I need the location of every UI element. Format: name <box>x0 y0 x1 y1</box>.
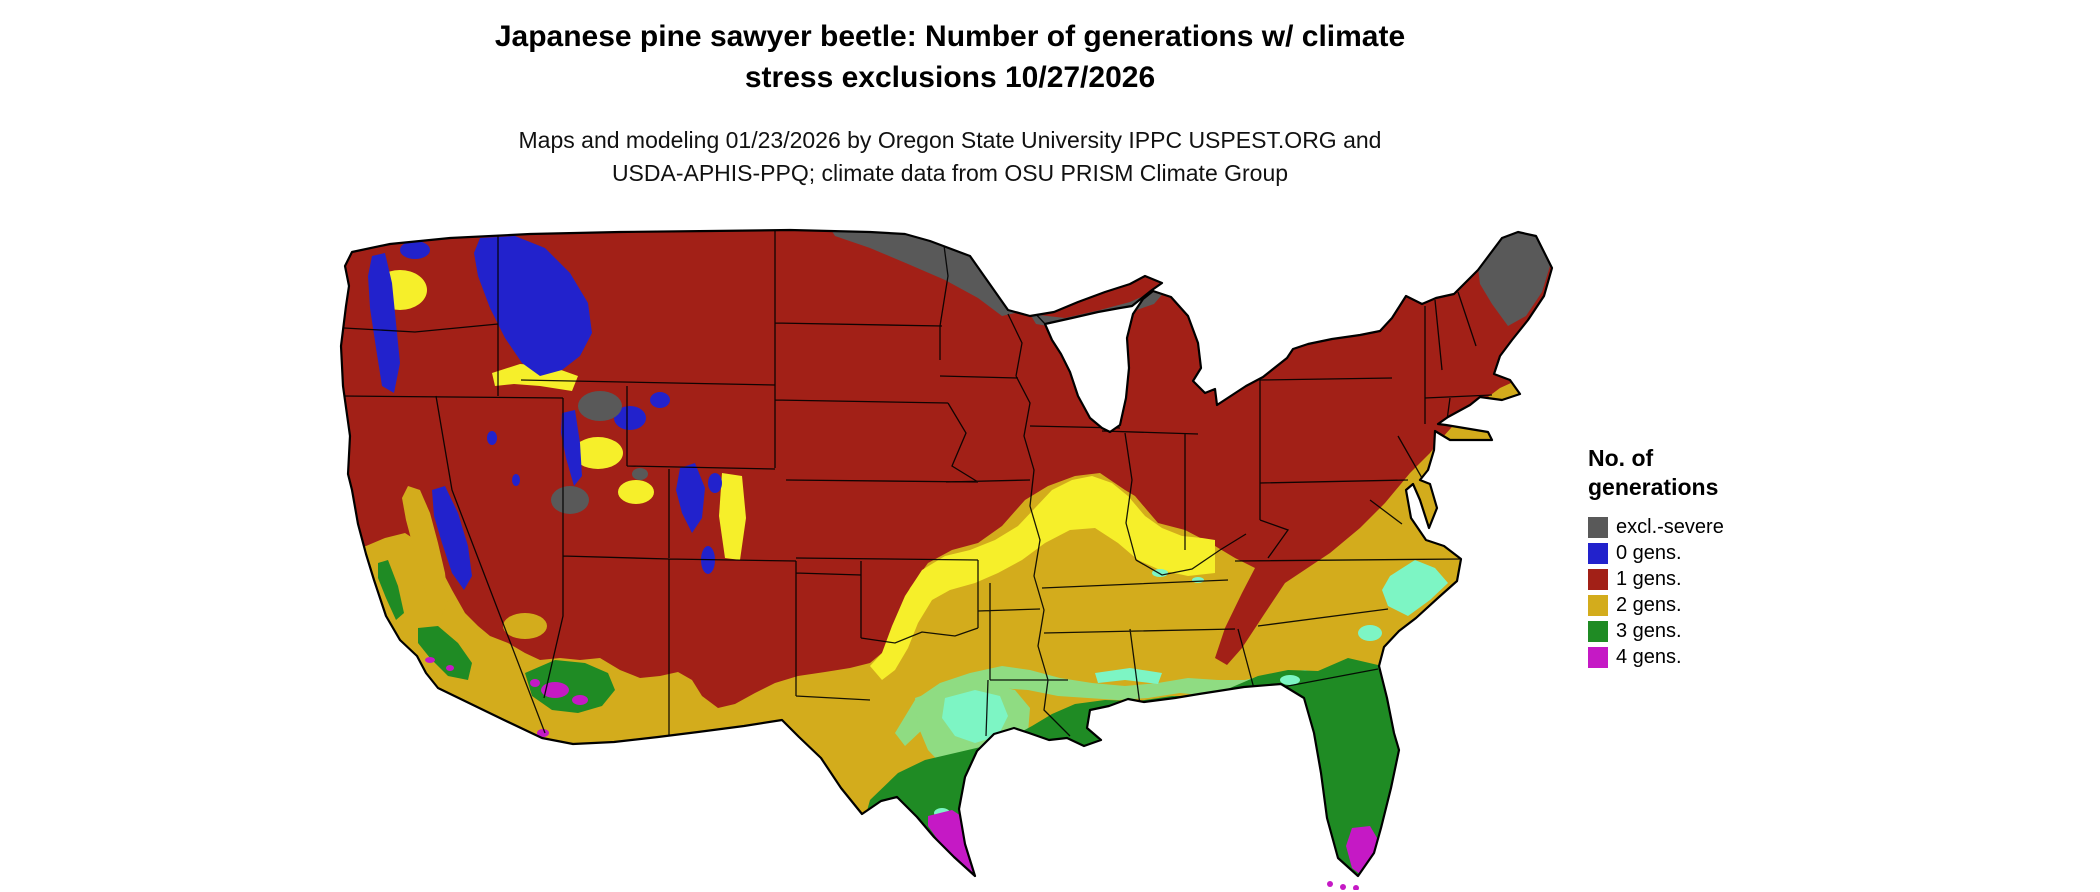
magenta-patch-keys-1 <box>1327 881 1333 887</box>
legend-label: 1 gens. <box>1616 567 1682 590</box>
blue-patch-nevada-1 <box>487 431 497 445</box>
legend: No. of generations excl.-severe 0 gens. … <box>1588 444 1724 670</box>
blue-patch-colorado-east <box>708 473 722 493</box>
magenta-patch-yuma <box>537 729 549 737</box>
magenta-patch-arizona-1 <box>541 682 569 698</box>
legend-item-2-gens: 2 gens. <box>1588 592 1724 618</box>
map-subtitle: Maps and modeling 01/23/2026 by Oregon S… <box>0 124 1900 190</box>
title-line-2: stress exclusions 10/27/2026 <box>744 61 1156 94</box>
legend-label: 4 gens. <box>1616 645 1682 668</box>
aqua-patch-central-texas <box>942 690 1008 743</box>
yellow-patch-utah <box>573 437 623 469</box>
green-patch-central-coast <box>378 560 404 620</box>
gray-patch-rockies <box>632 468 648 480</box>
blue-patch-sierra <box>432 486 472 590</box>
legend-swatch-4-gens <box>1588 646 1608 668</box>
magenta-patch-california-1 <box>425 657 435 663</box>
legend-label: 3 gens. <box>1616 619 1682 642</box>
legend-swatch-excl-severe <box>1588 516 1608 538</box>
yellow-patch-colorado <box>618 480 654 504</box>
blue-patch-cascades <box>368 253 400 393</box>
legend-swatch-0-gens <box>1588 542 1608 564</box>
state-borders <box>341 230 1493 740</box>
aqua-patch-alabama-belt <box>1095 668 1162 684</box>
gold-patch-vegas <box>503 613 547 639</box>
magenta-patch-arizona-2 <box>572 695 588 705</box>
blue-patch-wasatch <box>561 410 582 486</box>
aqua-patch-south-texas-2 <box>964 834 976 842</box>
gray-patch-yellowstone <box>578 391 622 421</box>
blue-patch-bighorn <box>650 392 670 408</box>
legend-label: 2 gens. <box>1616 593 1682 616</box>
legend-item-3-gens: 3 gens. <box>1588 618 1724 644</box>
yellow-band-midwest <box>870 476 1215 680</box>
legend-item-excl-severe: excl.-severe <box>1588 514 1724 540</box>
blue-patch-nevada-2 <box>512 474 520 486</box>
aqua-patch-carolina-coast <box>1382 560 1448 616</box>
blue-patch-idaho-montana <box>474 236 592 376</box>
gray-patch-northern-maine <box>1478 232 1550 326</box>
legend-label: 0 gens. <box>1616 541 1682 564</box>
magenta-patch-keys-3 <box>1353 885 1359 890</box>
legend-swatch-3-gens <box>1588 620 1608 642</box>
legend-title: No. of generations <box>1588 444 1724 502</box>
gold-patch-central-valley <box>402 486 448 616</box>
subtitle-line-1: Maps and modeling 01/23/2026 by Oregon S… <box>518 127 1382 153</box>
yellow-patch-front-range <box>719 473 746 560</box>
pale-green-band-south <box>895 666 1342 746</box>
legend-title-line-1: No. of <box>1588 445 1654 471</box>
green-patch-socal-coast <box>418 626 472 680</box>
aqua-patch-georgia-florida <box>1280 675 1300 685</box>
magenta-patch-keys-2 <box>1340 884 1346 890</box>
magenta-patch-arizona-3 <box>530 679 540 687</box>
legend-items: excl.-severe 0 gens. 1 gens. 2 gens. 3 g… <box>1588 514 1724 670</box>
legend-title-line-2: generations <box>1588 474 1719 500</box>
legend-label: excl.-severe <box>1616 515 1724 538</box>
blue-patch-wind-river <box>614 406 646 430</box>
magenta-patch-california-2 <box>446 665 454 671</box>
green-patch-arizona <box>525 660 615 713</box>
legend-swatch-1-gens <box>1588 568 1608 590</box>
aqua-patch-georgia-coast <box>1358 625 1382 641</box>
florida-keys <box>1327 881 1359 890</box>
blue-patch-colorado-rockies <box>676 463 705 533</box>
legend-swatch-2-gens <box>1588 594 1608 616</box>
subtitle-line-2: USDA-APHIS-PPQ; climate data from OSU PR… <box>611 160 1289 186</box>
legend-item-4-gens: 4 gens. <box>1588 644 1724 670</box>
region-0-gens <box>368 236 722 590</box>
region-2-gens-patches <box>402 486 547 639</box>
legend-item-0-gens: 0 gens. <box>1588 540 1724 566</box>
title-line-1: Japanese pine sawyer beetle: Number of g… <box>494 20 1406 53</box>
us-generations-map <box>339 228 1554 890</box>
map-header: Japanese pine sawyer beetle: Number of g… <box>0 16 1900 190</box>
page-title: Japanese pine sawyer beetle: Number of g… <box>0 16 1900 98</box>
blue-patch-okanogan <box>400 241 430 259</box>
gray-patch-salt-lake <box>551 486 589 514</box>
legend-item-1-gens: 1 gens. <box>1588 566 1724 592</box>
us-border-outline <box>339 228 1554 878</box>
